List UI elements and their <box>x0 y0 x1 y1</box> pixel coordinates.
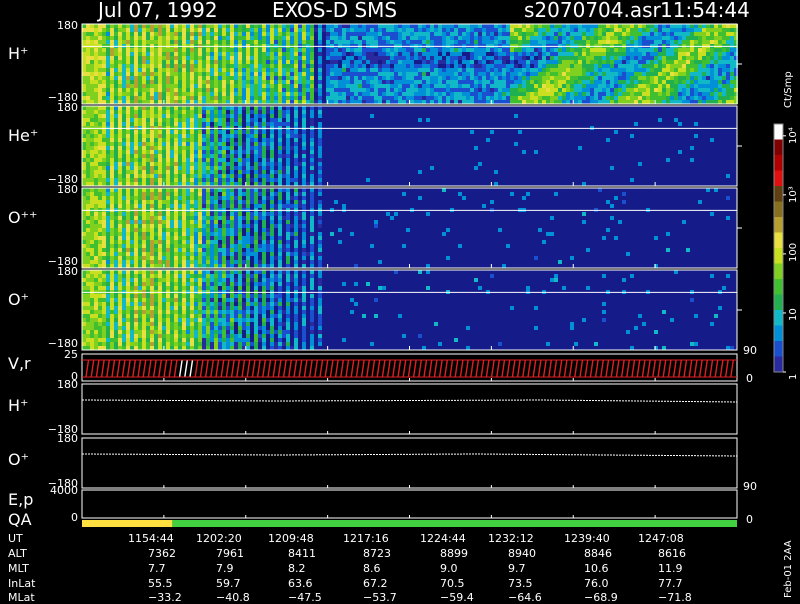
orbit-cell: 10.6 <box>584 563 609 574</box>
orbit-cell: −64.6 <box>508 592 542 603</box>
orbit-cell: 7.7 <box>148 563 166 574</box>
spectrogram-panel-2 <box>82 106 742 186</box>
colorbar-tick-4: 10 <box>788 308 799 321</box>
orbit-cell: 8899 <box>440 548 468 559</box>
lower-ymin-5: 0 <box>71 512 78 523</box>
lower-panel-label-3: O⁺ <box>8 452 29 468</box>
orbit-cell: 9.0 <box>440 563 458 574</box>
panel-ymax-2: 180 <box>57 102 78 113</box>
lower-ymax-1: 25 <box>64 349 78 360</box>
colorbar-tick-3: 100 <box>788 243 799 262</box>
orbit-cell: 77.7 <box>658 578 683 589</box>
header-instrument: EXOS-D SMS <box>272 0 397 20</box>
header-file: s2070704.asr <box>524 0 661 20</box>
header-time: 11:54:44 <box>660 0 750 20</box>
orbit-cell: 8.6 <box>363 563 381 574</box>
orbit-cell: 1239:40 <box>564 533 610 544</box>
panel-ymax-1: 180 <box>57 20 78 31</box>
lower-right-max-4: 90 <box>743 481 757 492</box>
colorbar <box>774 124 786 373</box>
qa-bar <box>82 520 737 527</box>
orbit-cell: 7961 <box>216 548 244 559</box>
orbit-cell: 8411 <box>288 548 316 559</box>
orbit-cell: 7.9 <box>216 563 234 574</box>
panel-label-3: O⁺⁺ <box>8 210 37 226</box>
lower-panel-label-1: V,r <box>8 356 31 372</box>
orbit-cell: 59.7 <box>216 578 241 589</box>
orbit-cell: 9.7 <box>508 563 526 574</box>
orbit-row-name-1: UT <box>8 533 23 544</box>
orbit-cell: 63.6 <box>288 578 313 589</box>
orbit-cell: 8846 <box>584 548 612 559</box>
orbit-cell: −59.4 <box>440 592 474 603</box>
orbit-cell: 67.2 <box>363 578 388 589</box>
colorbar-tick-5: 1 <box>788 374 799 380</box>
orbit-cell: 1232:12 <box>488 533 534 544</box>
orbit-cell: −53.7 <box>363 592 397 603</box>
orbit-cell: 8.2 <box>288 563 306 574</box>
lower-panel-label-2: H⁺ <box>8 398 28 414</box>
orbit-cell: 1209:48 <box>268 533 314 544</box>
orbit-cell: 8723 <box>363 548 391 559</box>
h-line-panel <box>82 384 737 434</box>
orbit-cell: 73.5 <box>508 578 533 589</box>
panel-ymax-3: 180 <box>57 184 78 195</box>
orbit-cell: −47.5 <box>288 592 322 603</box>
orbit-cell: 1154:44 <box>128 533 174 544</box>
orbit-cell: −33.2 <box>148 592 182 603</box>
panel-ymax-4: 180 <box>57 266 78 277</box>
lower-ymax-3: 180 <box>57 433 78 444</box>
ep-panel <box>82 490 737 518</box>
orbit-cell: 1217:16 <box>343 533 389 544</box>
lower-right-min-5: 0 <box>746 514 753 525</box>
qa-segment-1 <box>82 520 172 527</box>
colorbar-tick-1: 10⁴ <box>788 127 799 144</box>
orbit-row-name-3: MLT <box>8 563 29 574</box>
orbit-cell: 1224:44 <box>420 533 466 544</box>
lower-right-min-1: 0 <box>746 373 753 384</box>
side-label: Feb-01 2AA <box>783 540 794 598</box>
o-line-panel <box>82 438 737 488</box>
header-date: Jul 07, 1992 <box>98 0 218 20</box>
orbit-cell: −40.8 <box>216 592 250 603</box>
orbit-cell: 76.0 <box>584 578 609 589</box>
lower-panel-label-5: QA <box>8 512 32 528</box>
orbit-row-name-2: ALT <box>8 548 27 559</box>
orbit-cell: 1247:08 <box>638 533 684 544</box>
orbit-cell: 11.9 <box>658 563 683 574</box>
qa-segment-2 <box>172 520 737 527</box>
lower-right-max-1: 90 <box>743 345 757 356</box>
panel-label-1: H⁺ <box>8 46 28 62</box>
lower-ymax-4: 4000 <box>50 485 78 496</box>
orbit-cell: −68.9 <box>584 592 618 603</box>
orbit-row-name-4: InLat <box>8 578 35 589</box>
spectrogram-panel-3 <box>82 188 742 268</box>
vr-panel <box>82 354 737 381</box>
colorbar-label: Ct/Smp <box>783 71 794 108</box>
orbit-cell: −71.8 <box>658 592 692 603</box>
lower-panel-label-4: E,p <box>8 492 33 508</box>
orbit-cell: 7362 <box>148 548 176 559</box>
orbit-cell: 70.5 <box>440 578 465 589</box>
orbit-cell: 1202:20 <box>196 533 242 544</box>
spectrogram-panel-4 <box>82 270 742 350</box>
spectrogram-panel-1 <box>82 24 742 104</box>
lower-ymax-2: 180 <box>57 379 78 390</box>
orbit-row-name-5: MLat <box>8 592 35 603</box>
orbit-cell: 55.5 <box>148 578 173 589</box>
orbit-cell: 8616 <box>658 548 686 559</box>
colorbar-tick-2: 10³ <box>788 186 799 203</box>
panel-label-2: He⁺ <box>8 128 38 144</box>
panel-label-4: O⁺ <box>8 292 29 308</box>
orbit-cell: 8940 <box>508 548 536 559</box>
